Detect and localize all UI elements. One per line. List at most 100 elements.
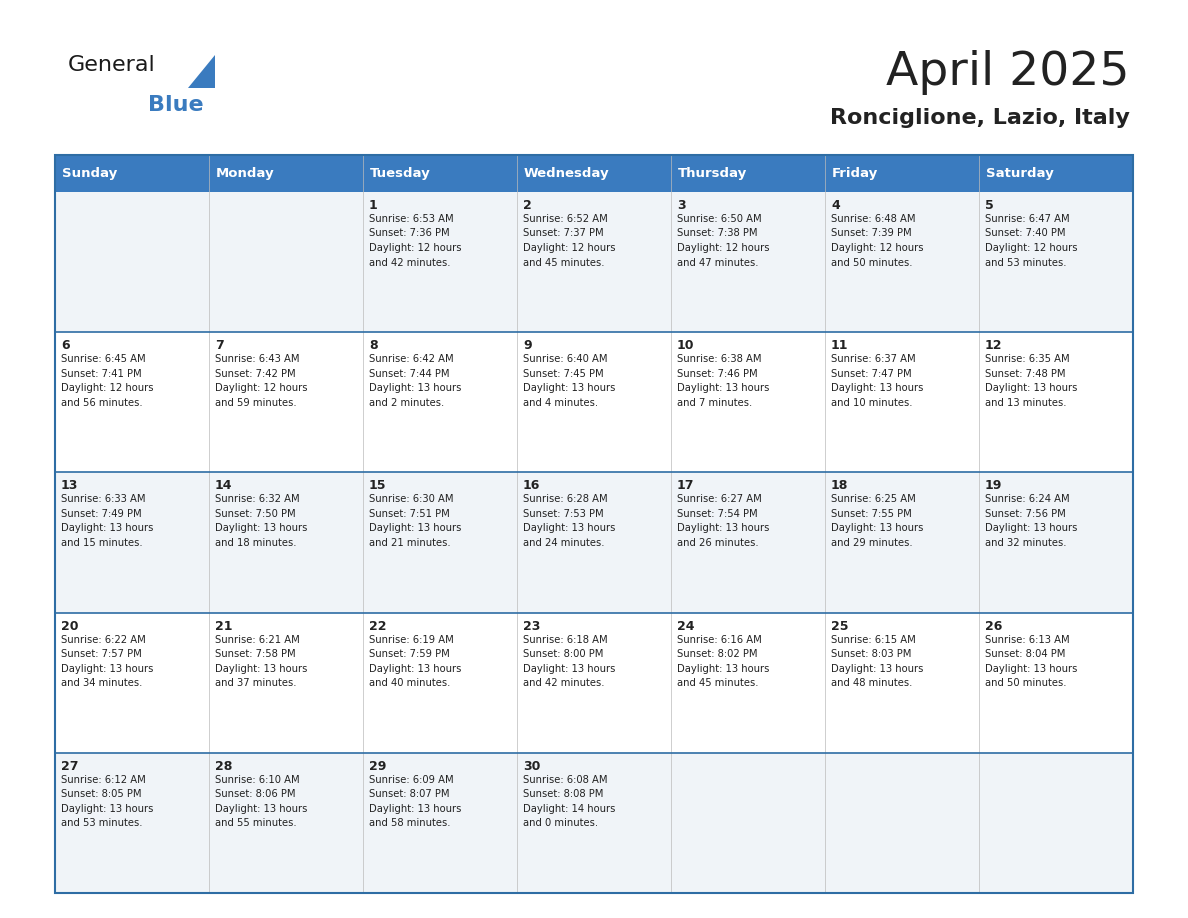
- Bar: [55, 155, 209, 192]
- Text: Daylight: 13 hours: Daylight: 13 hours: [523, 383, 615, 393]
- Text: 2: 2: [523, 199, 532, 212]
- Text: 21: 21: [215, 620, 233, 633]
- Text: Saturday: Saturday: [986, 167, 1054, 180]
- Text: Daylight: 12 hours: Daylight: 12 hours: [61, 383, 153, 393]
- Text: and 10 minutes.: and 10 minutes.: [830, 397, 912, 408]
- Text: Daylight: 13 hours: Daylight: 13 hours: [677, 523, 770, 533]
- Text: and 32 minutes.: and 32 minutes.: [985, 538, 1067, 548]
- Text: Sunrise: 6:16 AM: Sunrise: 6:16 AM: [677, 634, 762, 644]
- Text: Daylight: 13 hours: Daylight: 13 hours: [830, 664, 923, 674]
- Text: 19: 19: [985, 479, 1003, 492]
- Text: and 42 minutes.: and 42 minutes.: [369, 258, 450, 267]
- Text: Ronciglione, Lazio, Italy: Ronciglione, Lazio, Italy: [830, 108, 1130, 128]
- Text: General: General: [68, 55, 156, 75]
- Text: Sunrise: 6:12 AM: Sunrise: 6:12 AM: [61, 775, 146, 785]
- Bar: [55, 332, 1133, 473]
- Text: Sunset: 7:49 PM: Sunset: 7:49 PM: [61, 509, 141, 519]
- Text: Sunset: 7:38 PM: Sunset: 7:38 PM: [677, 229, 758, 239]
- Text: Daylight: 13 hours: Daylight: 13 hours: [677, 383, 770, 393]
- Text: Daylight: 13 hours: Daylight: 13 hours: [215, 664, 308, 674]
- Text: 4: 4: [830, 199, 840, 212]
- Text: 24: 24: [677, 620, 695, 633]
- Text: Sunrise: 6:50 AM: Sunrise: 6:50 AM: [677, 214, 762, 224]
- Text: Sunrise: 6:19 AM: Sunrise: 6:19 AM: [369, 634, 454, 644]
- Text: Sunset: 7:53 PM: Sunset: 7:53 PM: [523, 509, 604, 519]
- Text: and 45 minutes.: and 45 minutes.: [677, 678, 758, 688]
- Text: and 53 minutes.: and 53 minutes.: [985, 258, 1067, 267]
- Text: Sunrise: 6:37 AM: Sunrise: 6:37 AM: [830, 354, 916, 364]
- Text: Daylight: 13 hours: Daylight: 13 hours: [369, 523, 461, 533]
- Text: 17: 17: [677, 479, 695, 492]
- Text: Sunrise: 6:28 AM: Sunrise: 6:28 AM: [523, 495, 607, 504]
- Text: and 50 minutes.: and 50 minutes.: [830, 258, 912, 267]
- Text: 28: 28: [215, 760, 233, 773]
- Text: Daylight: 14 hours: Daylight: 14 hours: [523, 804, 615, 813]
- Text: Sunrise: 6:45 AM: Sunrise: 6:45 AM: [61, 354, 146, 364]
- Text: Daylight: 13 hours: Daylight: 13 hours: [523, 523, 615, 533]
- Bar: [517, 155, 671, 192]
- Text: Daylight: 12 hours: Daylight: 12 hours: [523, 243, 615, 253]
- Text: Sunrise: 6:52 AM: Sunrise: 6:52 AM: [523, 214, 608, 224]
- Text: Sunset: 8:02 PM: Sunset: 8:02 PM: [677, 649, 758, 659]
- Text: Sunset: 8:03 PM: Sunset: 8:03 PM: [830, 649, 911, 659]
- Text: 6: 6: [61, 339, 70, 353]
- Text: Sunrise: 6:13 AM: Sunrise: 6:13 AM: [985, 634, 1069, 644]
- Text: 29: 29: [369, 760, 386, 773]
- Text: 18: 18: [830, 479, 848, 492]
- Text: Sunrise: 6:21 AM: Sunrise: 6:21 AM: [215, 634, 299, 644]
- Text: 16: 16: [523, 479, 541, 492]
- Text: Daylight: 13 hours: Daylight: 13 hours: [369, 664, 461, 674]
- Text: Sunrise: 6:42 AM: Sunrise: 6:42 AM: [369, 354, 454, 364]
- Text: and 24 minutes.: and 24 minutes.: [523, 538, 605, 548]
- Text: Monday: Monday: [216, 167, 274, 180]
- Text: Daylight: 13 hours: Daylight: 13 hours: [985, 664, 1078, 674]
- Text: Daylight: 13 hours: Daylight: 13 hours: [677, 664, 770, 674]
- Text: 7: 7: [215, 339, 223, 353]
- Text: 30: 30: [523, 760, 541, 773]
- Text: 25: 25: [830, 620, 848, 633]
- Text: and 18 minutes.: and 18 minutes.: [215, 538, 297, 548]
- Text: Daylight: 13 hours: Daylight: 13 hours: [523, 664, 615, 674]
- Text: Daylight: 12 hours: Daylight: 12 hours: [215, 383, 308, 393]
- Bar: [824, 155, 979, 192]
- Text: 5: 5: [985, 199, 993, 212]
- Text: and 56 minutes.: and 56 minutes.: [61, 397, 143, 408]
- Bar: [979, 155, 1133, 192]
- Text: Sunset: 7:42 PM: Sunset: 7:42 PM: [215, 369, 296, 379]
- Text: Sunset: 7:37 PM: Sunset: 7:37 PM: [523, 229, 604, 239]
- Text: 14: 14: [215, 479, 233, 492]
- Text: Daylight: 13 hours: Daylight: 13 hours: [61, 804, 153, 813]
- Text: Daylight: 13 hours: Daylight: 13 hours: [830, 383, 923, 393]
- Text: and 55 minutes.: and 55 minutes.: [215, 818, 297, 828]
- Text: 26: 26: [985, 620, 1003, 633]
- Text: Sunset: 7:51 PM: Sunset: 7:51 PM: [369, 509, 450, 519]
- Text: Daylight: 13 hours: Daylight: 13 hours: [985, 523, 1078, 533]
- Text: 13: 13: [61, 479, 78, 492]
- Bar: [671, 155, 824, 192]
- Text: and 45 minutes.: and 45 minutes.: [523, 258, 605, 267]
- Bar: [55, 473, 1133, 612]
- Text: Sunrise: 6:15 AM: Sunrise: 6:15 AM: [830, 634, 916, 644]
- Text: Daylight: 12 hours: Daylight: 12 hours: [985, 243, 1078, 253]
- Text: and 21 minutes.: and 21 minutes.: [369, 538, 450, 548]
- Text: Sunrise: 6:10 AM: Sunrise: 6:10 AM: [215, 775, 299, 785]
- Text: 22: 22: [369, 620, 386, 633]
- Text: Sunset: 7:58 PM: Sunset: 7:58 PM: [215, 649, 296, 659]
- Text: Daylight: 12 hours: Daylight: 12 hours: [830, 243, 923, 253]
- Text: and 7 minutes.: and 7 minutes.: [677, 397, 752, 408]
- Text: 1: 1: [369, 199, 378, 212]
- Text: Sunset: 8:06 PM: Sunset: 8:06 PM: [215, 789, 296, 800]
- Text: Sunset: 8:05 PM: Sunset: 8:05 PM: [61, 789, 141, 800]
- Bar: [55, 192, 1133, 332]
- Text: 27: 27: [61, 760, 78, 773]
- Text: 12: 12: [985, 339, 1003, 353]
- Text: and 40 minutes.: and 40 minutes.: [369, 678, 450, 688]
- Text: Sunset: 8:04 PM: Sunset: 8:04 PM: [985, 649, 1066, 659]
- Text: and 34 minutes.: and 34 minutes.: [61, 678, 143, 688]
- Bar: [209, 155, 364, 192]
- Text: Sunrise: 6:22 AM: Sunrise: 6:22 AM: [61, 634, 146, 644]
- Text: Daylight: 12 hours: Daylight: 12 hours: [369, 243, 461, 253]
- Text: Sunrise: 6:08 AM: Sunrise: 6:08 AM: [523, 775, 607, 785]
- Text: Sunset: 7:56 PM: Sunset: 7:56 PM: [985, 509, 1066, 519]
- Text: Daylight: 13 hours: Daylight: 13 hours: [215, 804, 308, 813]
